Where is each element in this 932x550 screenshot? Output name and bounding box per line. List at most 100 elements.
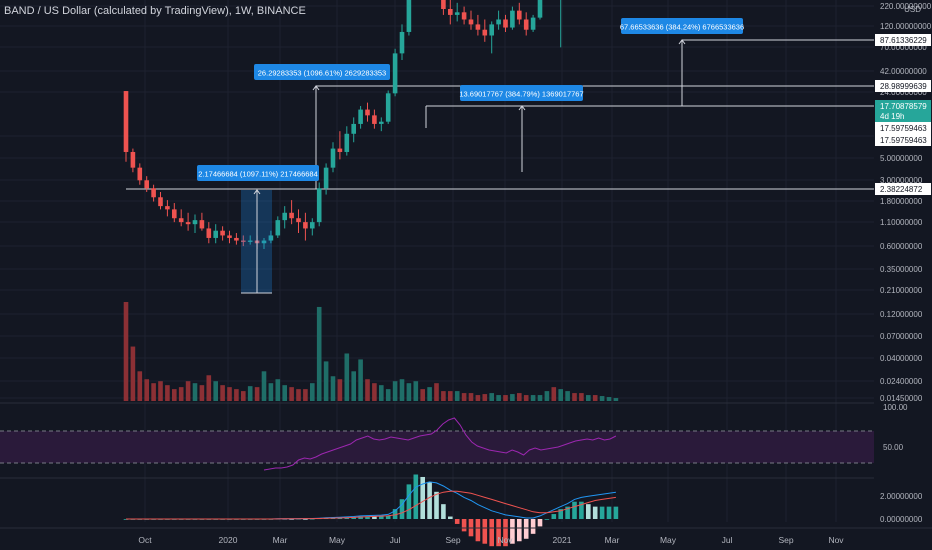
time-tick-label: Sep: [778, 535, 793, 545]
price-tick-label: 0.02400000: [880, 377, 923, 386]
macd-histogram-bar: [448, 516, 453, 519]
macd-histogram-bar: [434, 491, 439, 519]
macd-tick-label: 2.00000000: [880, 492, 923, 501]
price-tick-label: 70.00000000: [880, 43, 927, 52]
candle-body: [537, 0, 543, 18]
volume-bar: [330, 376, 336, 401]
time-tick-label: Oct: [138, 535, 152, 545]
volume-bar: [613, 398, 619, 401]
candle-body: [399, 31, 405, 54]
candle-body: [475, 24, 481, 30]
candle-body: [247, 240, 253, 242]
volume-bar: [206, 375, 212, 401]
price-label: 28.98999639: [880, 82, 927, 91]
macd-histogram-bar: [392, 509, 398, 519]
volume-bar: [247, 386, 253, 401]
time-tick-label: Mar: [605, 535, 620, 545]
volume-bar: [323, 361, 329, 401]
macd-histogram-bar: [489, 519, 494, 547]
volume-bar: [275, 379, 281, 401]
volume-bar: [358, 359, 363, 401]
volume-bar: [137, 371, 143, 401]
volume-bar: [165, 385, 170, 401]
rsi-pane: [0, 417, 874, 471]
volume-bar: [454, 391, 460, 401]
candle-body: [482, 29, 488, 36]
volume-bar: [261, 371, 267, 401]
time-tick-label: Jul: [722, 535, 733, 545]
volume-bar: [344, 353, 350, 401]
volume-bar: [130, 346, 136, 401]
macd-histogram-bar: [420, 476, 425, 519]
price-tick-label: 0.60000000: [880, 242, 923, 251]
candle-body: [185, 222, 191, 225]
price-tick-label: 220.00000000: [880, 2, 932, 11]
volume-bar: [523, 395, 529, 401]
macd-histogram-bar: [351, 517, 356, 519]
volume-bar: [310, 383, 315, 401]
macd-histogram-bar: [358, 516, 363, 519]
volume-bar: [606, 397, 612, 401]
price-tick-label: 120.00000000: [880, 22, 932, 31]
volume-bar: [448, 391, 453, 401]
rsi-tick-label: 50.00: [883, 443, 904, 452]
volume-bar: [482, 394, 488, 401]
volume-bar: [227, 387, 232, 401]
volume-bar: [461, 393, 467, 401]
volume-bar: [413, 381, 419, 401]
candles: [123, 0, 562, 250]
volume-bar: [510, 394, 515, 401]
volume-bar: [178, 387, 184, 401]
price-tick-label: 5.00000000: [880, 154, 923, 163]
measure-tools[interactable]: 2.17466684 (1097.11%) 217466684 26.292833…: [197, 18, 744, 294]
candle-body: [358, 109, 363, 124]
price-tick-label: 1.80000000: [880, 197, 923, 206]
candle-body: [165, 206, 170, 210]
measure-label-box[interactable]: [197, 165, 319, 181]
price-label-box: [875, 100, 931, 122]
macd-histogram-bar: [503, 519, 508, 547]
macd-histogram-bar: [579, 501, 584, 519]
candle-body: [441, 0, 446, 9]
macd-histogram-bar: [427, 481, 432, 519]
volume-bar: [441, 391, 446, 401]
time-axis[interactable]: Oct 2020 Mar May Jul Sep Nov 2021 Mar May Jul Sep No…: [0, 527, 932, 545]
volume-bar: [254, 387, 260, 401]
price-tick-label: 0.04000000: [880, 354, 923, 363]
level-lines: [126, 39, 874, 190]
volume-bar: [241, 391, 246, 401]
measure-label-box[interactable]: [254, 64, 390, 80]
time-tick-label: May: [329, 535, 346, 545]
candle-body: [392, 53, 398, 94]
price-label: 17.59759463: [880, 124, 927, 133]
macd-histogram-bar: [572, 501, 577, 519]
macd-histogram-bar: [365, 516, 370, 519]
price-label-box: [875, 122, 931, 134]
price-label-box: [875, 34, 931, 46]
candle-body: [241, 240, 246, 242]
volume-bar: [544, 391, 550, 401]
volume-bar: [199, 385, 205, 401]
candle-body: [461, 12, 467, 20]
candle-body: [448, 8, 453, 15]
macd-tick-label: 0.00000000: [880, 515, 923, 524]
macd-histogram-bar: [565, 506, 570, 519]
measure-label-box[interactable]: [621, 18, 743, 34]
time-tick-label: 2021: [553, 535, 572, 545]
time-tick-label: May: [660, 535, 677, 545]
volume-bar: [427, 387, 432, 401]
macd-histogram-bar: [482, 519, 488, 544]
macd-histogram-bar: [599, 506, 605, 519]
volume-bar: [158, 381, 163, 401]
candle-body: [123, 91, 129, 152]
volume-bar: [434, 383, 439, 401]
candle-body: [523, 19, 529, 30]
volume-bar: [268, 383, 274, 401]
measure-arrowhead: [312, 85, 320, 91]
measure-label-box[interactable]: [460, 85, 583, 101]
candle-body: [496, 19, 501, 25]
price-label: 17.70878579: [880, 102, 927, 111]
candle-body: [213, 230, 218, 238]
